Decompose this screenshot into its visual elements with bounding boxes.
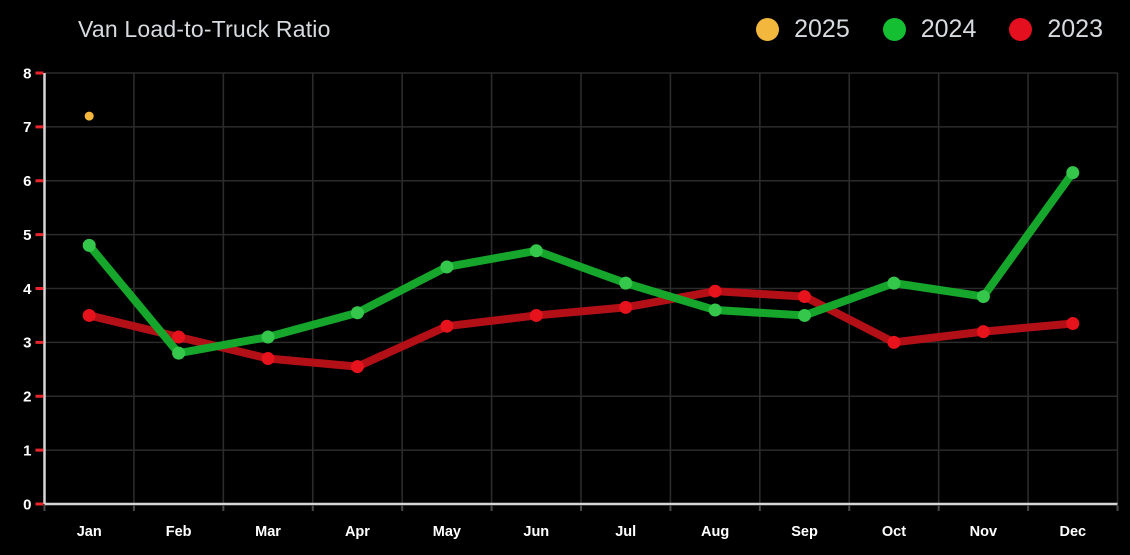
x-tick-label: Nov (970, 524, 997, 540)
chart-header: Van Load-to-Truck Ratio 2025 2024 2023 (0, 0, 1130, 58)
chart-title: Van Load-to-Truck Ratio (78, 15, 331, 42)
data-point-2023 (976, 325, 990, 339)
y-tick (35, 394, 44, 398)
data-point-2024 (976, 290, 990, 304)
y-tick (35, 287, 44, 290)
data-point-2023 (708, 284, 722, 298)
data-point-2024 (350, 306, 364, 320)
data-point-2023 (619, 300, 633, 314)
x-tick-label: Feb (166, 524, 192, 540)
legend-dot-2024-icon (882, 17, 906, 41)
x-tick-label: Aug (701, 524, 729, 540)
x-tick-label: Jul (615, 524, 636, 540)
data-point-2024 (619, 276, 633, 290)
data-point-2024 (172, 346, 186, 360)
legend-dot-2023-icon (1009, 17, 1033, 41)
legend-item-2023[interactable]: 2023 (1009, 15, 1103, 44)
y-tick-label: 4 (23, 281, 32, 298)
data-point-2025 (84, 111, 94, 121)
x-tick-label: Jan (77, 524, 102, 540)
data-point-2023 (798, 290, 812, 304)
data-point-2023 (440, 319, 454, 333)
y-tick-label: 1 (23, 442, 31, 459)
x-tick-label: Apr (345, 524, 370, 540)
data-point-2023 (172, 330, 186, 344)
y-tick (35, 179, 44, 183)
y-tick-label: 6 (23, 173, 31, 190)
x-tick-label: Oct (882, 524, 906, 540)
data-point-2023 (261, 352, 275, 366)
y-tick (35, 340, 44, 344)
y-tick-label: 0 (23, 496, 31, 513)
y-tick (35, 502, 44, 506)
x-tick-label: Mar (255, 524, 281, 540)
y-tick-label: 2 (23, 389, 31, 406)
y-tick-label: 7 (23, 119, 31, 136)
y-tick-label: 8 (23, 65, 31, 82)
x-tick-label: Jun (523, 524, 549, 540)
x-tick-label: May (433, 524, 461, 540)
data-point-2023 (1066, 317, 1080, 331)
legend-item-2024[interactable]: 2024 (882, 14, 977, 44)
legend-label-2025: 2025 (794, 14, 850, 43)
x-tick-label: Sep (791, 524, 818, 540)
y-tick-label: 5 (23, 227, 31, 244)
y-tick (35, 233, 44, 237)
legend: 2025 2024 2023 (756, 15, 1103, 44)
data-point-2024 (261, 330, 275, 344)
legend-label-2024: 2024 (920, 14, 977, 43)
y-tick (35, 448, 44, 452)
series-line-2024 (85, 168, 1077, 358)
data-point-2024 (708, 303, 722, 317)
data-point-2024 (82, 238, 96, 252)
data-point-2023 (529, 308, 543, 322)
data-point-2024 (887, 276, 901, 290)
legend-label-2023: 2023 (1047, 14, 1103, 43)
data-point-2023 (887, 335, 901, 349)
legend-item-2025[interactable]: 2025 (756, 15, 850, 44)
legend-dot-2025-icon (756, 17, 780, 41)
y-tick (35, 71, 44, 75)
data-point-2024 (529, 244, 543, 258)
data-point-2024 (1066, 166, 1080, 180)
data-point-2023 (350, 360, 364, 374)
data-point-2023 (82, 308, 96, 322)
x-tick-label: Dec (1059, 524, 1086, 540)
data-point-2024 (440, 260, 454, 274)
data-point-2024 (798, 308, 812, 322)
series-line-2023 (85, 287, 1077, 371)
y-tick (35, 125, 44, 129)
y-tick-label: 3 (23, 335, 31, 352)
